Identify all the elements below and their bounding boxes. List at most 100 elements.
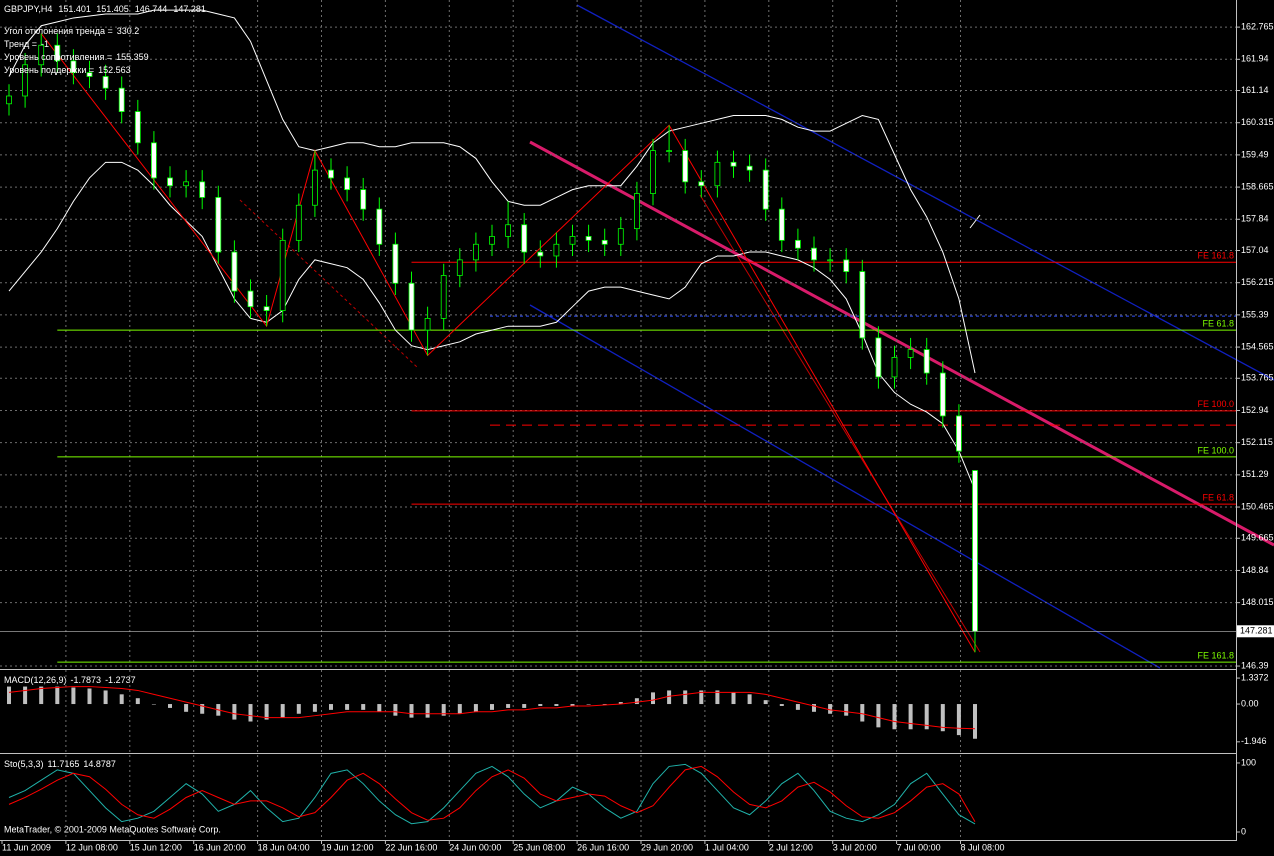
fibo-level-label: FE 100.0 bbox=[1197, 445, 1234, 455]
candle-body bbox=[666, 150, 672, 153]
candle-body bbox=[698, 181, 705, 187]
macd-bar bbox=[940, 704, 945, 732]
text-part: MACD(12,26,9) bbox=[4, 675, 67, 685]
macd-bar bbox=[345, 704, 350, 710]
candle-body bbox=[601, 239, 608, 245]
macd-bar bbox=[763, 700, 768, 705]
candle-body bbox=[247, 290, 254, 308]
x-tick-label: 19 Jun 12:00 bbox=[322, 842, 374, 852]
macd-bar bbox=[441, 704, 446, 716]
y-tick-label: 0 bbox=[1241, 826, 1246, 836]
candle-body bbox=[489, 236, 495, 245]
macd-bar bbox=[506, 704, 511, 708]
macd-bar bbox=[151, 704, 156, 705]
candle-body bbox=[843, 259, 850, 272]
macd-bar bbox=[409, 704, 414, 718]
trend-line bbox=[529, 140, 1274, 547]
macd-bar bbox=[667, 690, 672, 705]
text-part: 151.401 bbox=[58, 4, 91, 14]
bollinger-band bbox=[8, 9, 976, 374]
macd-bar bbox=[7, 686, 11, 705]
candle-body bbox=[360, 189, 367, 210]
candle-body bbox=[778, 208, 785, 241]
candle-body bbox=[6, 95, 12, 105]
candle-body bbox=[521, 224, 528, 253]
macd-bar bbox=[908, 704, 913, 730]
copyright: MetaTrader, © 2001-2009 MetaQuotes Softw… bbox=[4, 824, 221, 834]
candle-body bbox=[102, 76, 109, 89]
macd-bar bbox=[634, 698, 639, 705]
macd-bar bbox=[87, 688, 92, 705]
last-price: 147.281 bbox=[1240, 626, 1273, 636]
macd-bar bbox=[393, 704, 398, 716]
y-tick-label: 161.94 bbox=[1241, 54, 1269, 64]
y-tick-label: 151.29 bbox=[1241, 469, 1269, 479]
x-tick-label: 24 Jun 00:00 bbox=[449, 842, 501, 852]
macd-bar bbox=[586, 704, 591, 705]
macd-bar bbox=[828, 704, 833, 714]
text-part: 14.8787 bbox=[83, 759, 116, 769]
candle-body bbox=[215, 197, 222, 253]
y-tick-label: -1.946 bbox=[1241, 736, 1267, 746]
y-tick-label: 152.115 bbox=[1241, 437, 1273, 447]
candle-body bbox=[537, 251, 544, 257]
candle-body bbox=[263, 306, 270, 311]
zigzag bbox=[40, 33, 976, 653]
stochastic-main bbox=[8, 763, 976, 825]
candle-body bbox=[923, 349, 930, 374]
y-tick-label: 148.015 bbox=[1241, 597, 1274, 607]
x-tick-label: 11 Jun 2009 bbox=[2, 842, 51, 852]
text-part: -1 bbox=[41, 39, 49, 49]
y-tick-label: 0.00 bbox=[1241, 698, 1259, 708]
candle-body bbox=[22, 64, 29, 97]
macd-bar bbox=[795, 704, 800, 710]
macd-bar bbox=[683, 690, 688, 705]
candle-body bbox=[472, 243, 479, 261]
trend-mark bbox=[969, 214, 981, 229]
x-tick-label: 3 Jul 20:00 bbox=[833, 842, 877, 852]
candle-body bbox=[279, 239, 286, 311]
x-tick-label: 16 Jun 20:00 bbox=[194, 842, 246, 852]
symbol-header: GBPJPY,H4 151.401 151.405 146.744 147.281 bbox=[4, 4, 206, 14]
candle-body bbox=[199, 181, 206, 198]
macd-bar bbox=[892, 704, 897, 730]
macd-bar bbox=[956, 704, 961, 736]
x-tick-label: 12 Jun 08:00 bbox=[66, 842, 118, 852]
macd-bar bbox=[473, 704, 478, 712]
candle-body bbox=[569, 236, 576, 245]
fibo-line bbox=[239, 199, 419, 369]
x-tick-label: 29 Jun 20:00 bbox=[641, 842, 693, 852]
macd-bar bbox=[490, 704, 494, 710]
text-part: Уровень поддержки = bbox=[4, 65, 94, 75]
candle-body bbox=[972, 470, 978, 632]
drawing-objects bbox=[239, 4, 1274, 669]
channel-line bbox=[576, 4, 1274, 381]
candle-body bbox=[118, 87, 125, 112]
macd-bar bbox=[264, 704, 269, 720]
macd-bar bbox=[973, 704, 977, 739]
macd-bar bbox=[699, 690, 704, 705]
info-line: Угол отклонения тренда = 330.2 bbox=[4, 26, 139, 36]
candle-body bbox=[70, 60, 77, 73]
macd-bar bbox=[103, 690, 108, 705]
macd-bar bbox=[184, 704, 189, 712]
info-line: Тренд = -1 bbox=[4, 39, 49, 49]
y-tick-label: 152.94 bbox=[1241, 405, 1269, 415]
macd-bar bbox=[457, 704, 462, 714]
macd-bar bbox=[812, 704, 816, 712]
candle-body bbox=[827, 259, 833, 262]
candle-body bbox=[730, 161, 737, 167]
macd-bar bbox=[844, 704, 849, 716]
y-tick-label: 160.315 bbox=[1241, 117, 1274, 127]
macd-bar bbox=[23, 686, 28, 705]
y-tick-label: 157.84 bbox=[1241, 214, 1269, 224]
candle-body bbox=[344, 177, 351, 191]
macd-bar bbox=[71, 687, 76, 705]
candle-body bbox=[795, 239, 801, 249]
y-tick-label: 155.39 bbox=[1241, 309, 1269, 319]
candle-body bbox=[231, 251, 238, 292]
macd-bar bbox=[651, 692, 655, 705]
y-tick-label: 156.215 bbox=[1241, 277, 1274, 287]
fibo-line bbox=[699, 194, 981, 653]
